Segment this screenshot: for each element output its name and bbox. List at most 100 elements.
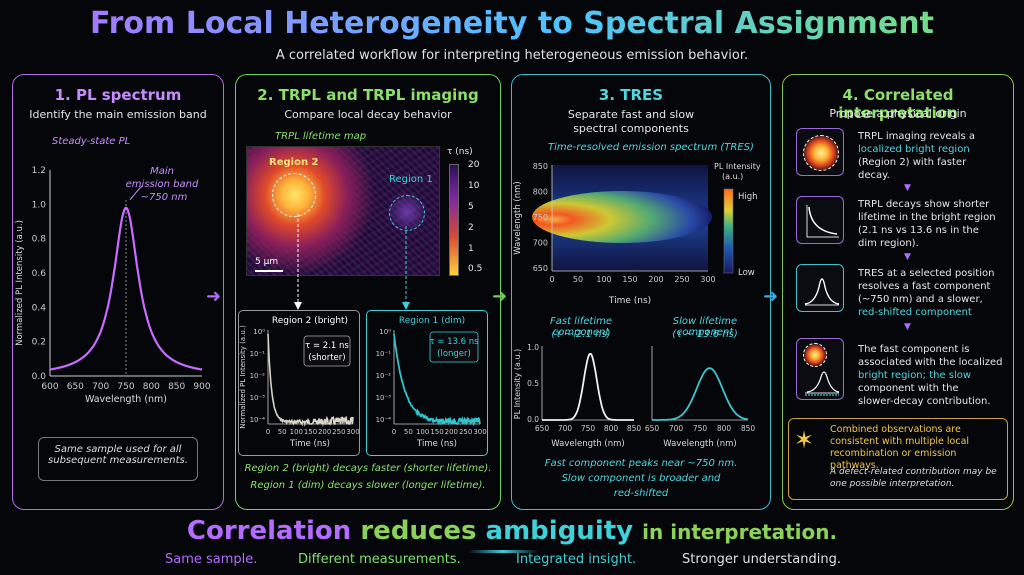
- tres-chart: 850 800 750 700 650 0 50 100 150 200 250 300 Time …: [513, 162, 761, 305]
- interp-item-1: TRPL imaging reveals a localized bright …: [858, 131, 976, 181]
- y-tick-label: 10⁻²: [376, 372, 392, 380]
- comp-ylabel: PL Intensity (a.u.): [513, 349, 522, 420]
- arrow-right-icon: ➜: [492, 286, 508, 307]
- y-tick-label: 10⁻¹: [376, 350, 392, 358]
- x-tick-label: 150: [430, 428, 443, 436]
- y-tick-label: 10⁰: [379, 328, 391, 336]
- panel2-caption2: Region 1 (dim) decays slower (longer lif…: [250, 480, 486, 491]
- panel3-caption3: red-shifted: [613, 488, 669, 499]
- bottom-item-4: Stronger understanding.: [682, 552, 841, 567]
- x-tick-label: 50: [278, 428, 287, 436]
- x-tick-label: 250: [459, 428, 472, 436]
- y-tick-label: 0.6: [32, 269, 47, 279]
- panel-trpl: [235, 74, 501, 510]
- annotation-line2: emission band: [126, 179, 199, 190]
- page-subtitle: A correlated workflow for interpreting h…: [275, 48, 749, 63]
- panel3-caption2: Slow component is broader and: [561, 473, 721, 484]
- interp-item-2: TRPL decays show shorter lifetime in the…: [858, 199, 996, 249]
- x-tick-label: 300: [346, 428, 359, 436]
- interp-item-4: The fast component is associated with th…: [858, 344, 1003, 407]
- pl-spectrum-line: [49, 206, 203, 371]
- panel3-desc-line2: spectral components: [573, 122, 689, 135]
- y-tick-label: 0.0: [32, 372, 47, 382]
- panel-interpretation: [782, 74, 1014, 510]
- x-tick-label: 0: [549, 275, 554, 284]
- y-tick-label: 700: [533, 239, 548, 248]
- conclusion-text: Combined observations are consistent wit…: [830, 424, 970, 471]
- bottom-divider: [468, 550, 538, 553]
- slow-label: Slow lifetime component: [672, 316, 738, 338]
- tau-tick: 20: [468, 160, 480, 170]
- x-tick-label: 800: [143, 382, 160, 392]
- panel2-heading: 2. TRPL and TRPL imaging: [257, 86, 479, 104]
- x-tick-label: 150: [622, 275, 637, 284]
- bright-decay-line: [267, 333, 354, 427]
- y-tick-label: 0.4: [32, 303, 47, 313]
- y-tick-label: 750: [533, 213, 548, 222]
- panel1-heading: 1. PL spectrum: [54, 86, 182, 104]
- tau-tick: 1: [468, 244, 474, 254]
- bright-tau-note: (shorter): [308, 353, 345, 363]
- pl-spectrum-chart: 0.0 0.2 0.4 0.6 0.8 1.0 1.2 600 650 700 750 800 850…: [15, 166, 211, 405]
- decay-curve-icon: [796, 196, 844, 244]
- arrow-right-icon: ➜: [763, 286, 779, 307]
- x-tick-label: 200: [648, 275, 663, 284]
- y-tick-label: 1.2: [32, 166, 46, 176]
- map-caption: TRPL lifetime map: [275, 131, 367, 142]
- bright-decay-box: [238, 310, 360, 456]
- x-tick-label: 650: [535, 424, 550, 433]
- region1-circle: [389, 195, 425, 231]
- cbar-high: High: [738, 192, 758, 202]
- bottom-tagline: Correlation reduces ambiguity in interpr…: [186, 516, 838, 546]
- y-tick-label: 0.0: [527, 415, 539, 424]
- x-tick-label: 850: [627, 424, 642, 433]
- dim-title: Region 1 (dim): [399, 316, 465, 326]
- x-tick-label: 150: [304, 428, 317, 436]
- panel-pl-spectrum: [12, 74, 224, 510]
- y-tick-label: 1.0: [527, 343, 539, 352]
- panel4-heading: 4. Correlated interpretation: [838, 86, 958, 122]
- x-tick-label: 250: [332, 428, 345, 436]
- fast-label: Fast lifetime component: [549, 316, 612, 338]
- y-tick-label: 0.5: [527, 379, 539, 388]
- x-tick-label: 300: [473, 428, 486, 436]
- trpl-lifetime-map: Region 2 Region 1 5 μm: [246, 146, 440, 276]
- bright-xlabel: Time (ns): [289, 439, 330, 449]
- x-tick-label: 50: [404, 428, 413, 436]
- localized-spot-icon: [796, 128, 844, 176]
- y-tick-label: 0.8: [32, 235, 47, 245]
- panel-tres: [511, 74, 771, 510]
- x-tick-label: 700: [558, 424, 573, 433]
- dim-xlabel: Time (ns): [416, 439, 457, 449]
- x-tick-label: 900: [193, 382, 210, 392]
- y-tick-label: 10⁻¹: [250, 350, 266, 358]
- combined-icon: [796, 338, 844, 400]
- arrow-right-icon: ➜: [206, 286, 222, 307]
- tau-tick: 0.5: [468, 264, 483, 274]
- tau-label: τ (ns): [447, 147, 473, 157]
- x-tick-label: 750: [117, 382, 134, 392]
- x-tick-label: 850: [741, 424, 756, 433]
- interp-item-3: TRES at a selected position resolves a f…: [858, 268, 995, 318]
- down-arrow-icon: ▼: [904, 322, 911, 332]
- x-tick-label: 250: [674, 275, 689, 284]
- y-tick-label: 650: [533, 264, 548, 273]
- panel1-desc: Identify the main emission band: [29, 108, 207, 121]
- x-tick-label: 0: [266, 428, 270, 436]
- conclusion-note: A defect-related contribution may be one…: [830, 467, 997, 489]
- x-tick-label: 850: [168, 382, 185, 392]
- down-arrow-icon: ▼: [904, 252, 911, 262]
- y-tick-label: 10⁻³: [250, 394, 266, 402]
- y-tick-label: 10⁻⁴: [250, 416, 266, 424]
- x-tick-label: 100: [596, 275, 611, 284]
- bright-title: Region 2 (bright): [272, 316, 348, 326]
- y-tick-label: 10⁻³: [376, 394, 392, 402]
- star-icon: ✶: [794, 426, 815, 454]
- fast-component-line: [542, 353, 634, 421]
- tau-tick: 10: [468, 181, 480, 191]
- panel1-caption: Steady-state PL: [52, 136, 131, 147]
- x-axis-label: Wavelength (nm): [85, 394, 167, 405]
- x-tick-label: 650: [67, 382, 84, 392]
- cbar-low: Low: [738, 268, 755, 278]
- y-tick-label: 1.0: [32, 200, 47, 210]
